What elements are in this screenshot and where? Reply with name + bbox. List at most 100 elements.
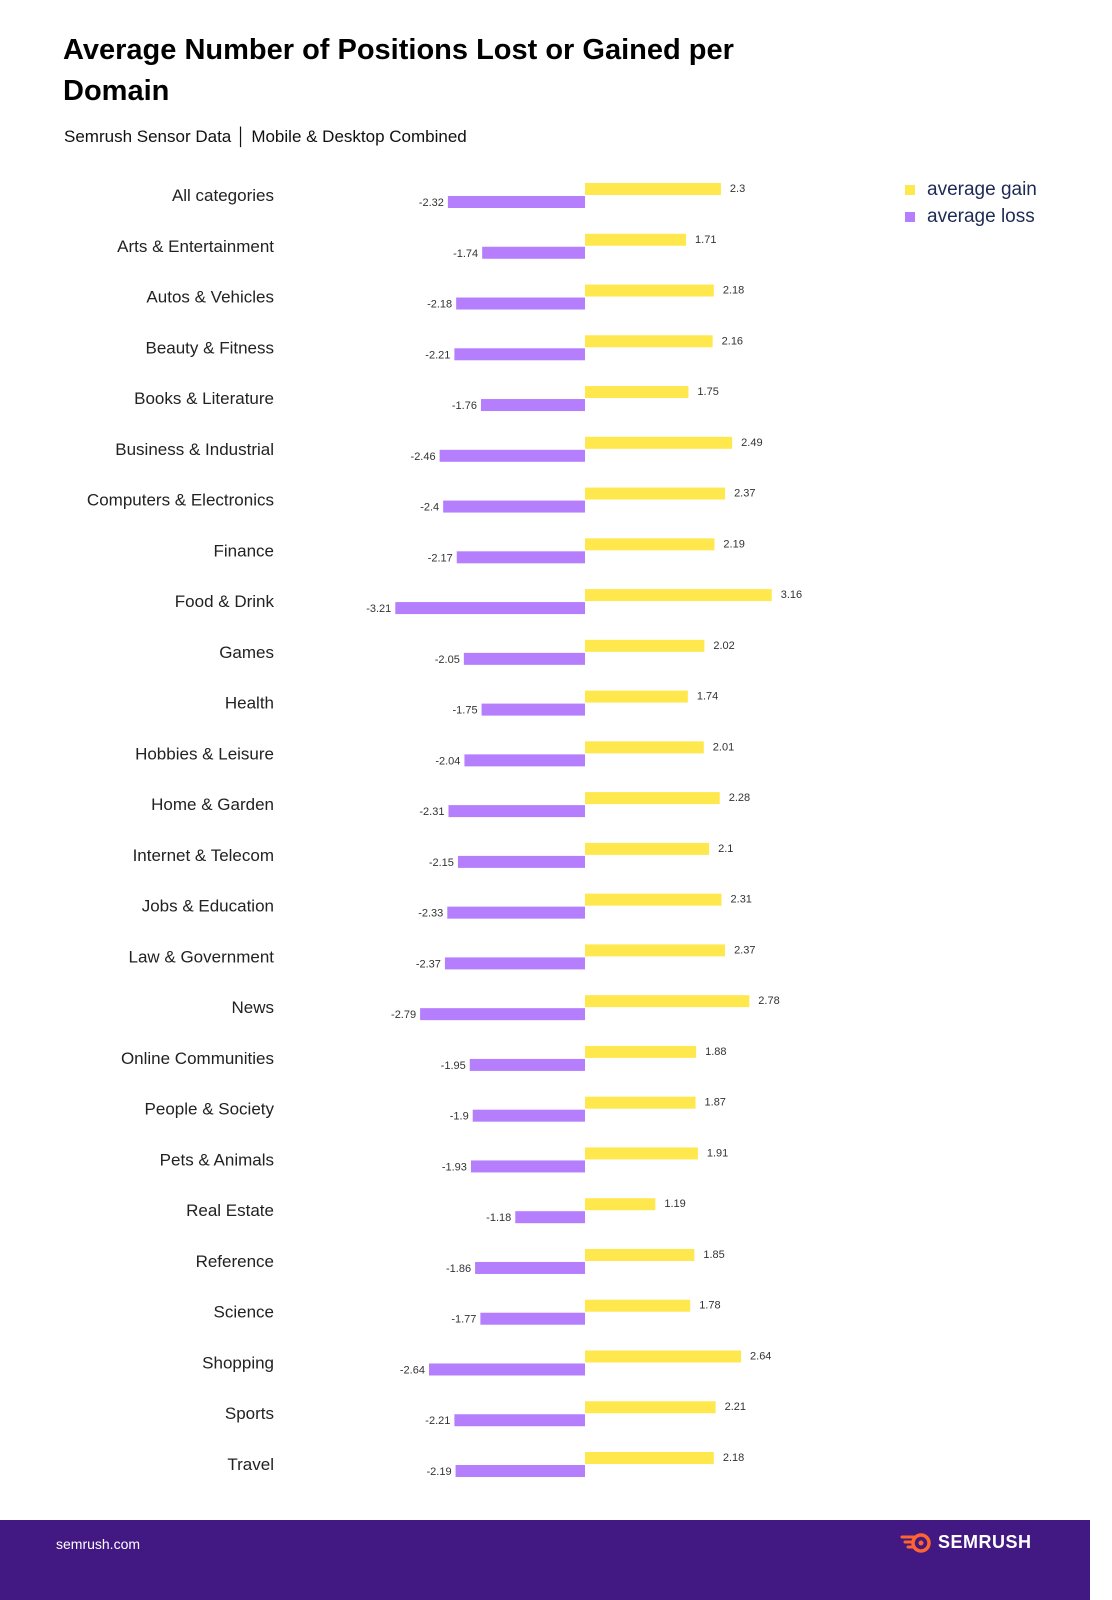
gain-bar [585, 233, 687, 246]
loss-value-label: -2.64 [400, 1364, 425, 1376]
loss-bar [454, 348, 585, 361]
gain-value-label: 2.3 [730, 183, 745, 195]
gain-bar [585, 487, 726, 500]
category-label: Food & Drink [175, 592, 275, 611]
category-label: Reference [196, 1252, 274, 1271]
legend-item-loss: average loss [905, 203, 1037, 230]
gain-value-label: 2.18 [723, 1452, 744, 1464]
gain-value-label: 2.18 [723, 285, 744, 297]
loss-value-label: -2.15 [429, 857, 454, 869]
gain-bar [585, 335, 713, 348]
category-label: Travel [227, 1455, 274, 1474]
loss-value-label: -2.4 [420, 502, 439, 514]
category-label: Sports [225, 1404, 274, 1423]
gain-bar [585, 944, 726, 957]
category-label: Law & Government [128, 947, 274, 966]
gain-bar [585, 893, 722, 906]
category-label: Games [219, 643, 274, 662]
legend-label-gain: average gain [927, 178, 1037, 200]
gain-bar [585, 1299, 691, 1312]
gain-bar [585, 436, 733, 449]
gain-bar [585, 741, 704, 754]
category-label: Health [225, 694, 274, 713]
loss-value-label: -1.74 [453, 248, 478, 260]
footer: semrush.com SEMRUSH [0, 1520, 1090, 1600]
category-label: Online Communities [121, 1049, 274, 1068]
loss-value-label: -1.95 [441, 1060, 466, 1072]
gain-bar [585, 1248, 695, 1261]
loss-bar [475, 1261, 585, 1274]
gain-bar [585, 690, 688, 703]
bar-chart: All categories 2.3 -2.32 Arts & Entertainme… [87, 183, 802, 1478]
loss-bar [420, 1008, 585, 1021]
category-label: Home & Garden [151, 795, 274, 814]
gain-bar [585, 1452, 714, 1464]
gain-bar [585, 792, 720, 805]
loss-bar [447, 906, 585, 919]
category-label: Shopping [202, 1353, 274, 1372]
gain-bar [585, 386, 689, 399]
gain-value-label: 1.91 [707, 1147, 728, 1159]
gain-value-label: 2.28 [729, 792, 750, 804]
gain-bar [585, 284, 714, 297]
loss-bar [448, 805, 585, 818]
loss-bar [443, 500, 585, 513]
loss-bar [482, 246, 585, 259]
loss-bar [481, 703, 585, 716]
category-label: News [231, 998, 274, 1017]
loss-bar [472, 1109, 585, 1122]
loss-bar [463, 652, 585, 665]
loss-bar [395, 602, 585, 615]
category-label: Jobs & Education [142, 897, 274, 916]
gain-bar [585, 589, 772, 602]
loss-bar [480, 1312, 585, 1325]
loss-value-label: -3.21 [366, 603, 391, 615]
loss-value-label: -2.05 [435, 654, 460, 666]
category-label: Books & Literature [134, 389, 274, 408]
chart-subtitle: Semrush Sensor Data │ Mobile & Desktop C… [64, 127, 467, 146]
category-label: Real Estate [186, 1201, 274, 1220]
loss-value-label: -1.93 [442, 1161, 467, 1173]
gain-value-label: 2.31 [731, 894, 752, 906]
legend-label-loss: average loss [927, 205, 1035, 227]
loss-bar [454, 1414, 585, 1427]
legend-item-gain: average gain [905, 176, 1037, 203]
footer-site-link[interactable]: semrush.com [56, 1536, 141, 1552]
loss-bar [439, 449, 585, 462]
gain-bar [585, 842, 710, 855]
loss-value-label: -2.04 [435, 755, 460, 767]
gain-value-label: 1.88 [705, 1046, 726, 1058]
category-label: Hobbies & Leisure [135, 744, 274, 763]
gain-value-label: 1.78 [699, 1300, 720, 1312]
category-label: Autos & Vehicles [146, 288, 274, 307]
chart-title: Average Number of Positions Lost or Gain… [63, 34, 734, 107]
category-label: Computers & Electronics [87, 491, 274, 510]
gain-bar [585, 1147, 698, 1160]
gain-bar [585, 538, 715, 551]
semrush-logo: SEMRUSH [900, 1532, 1032, 1553]
category-label: Internet & Telecom [133, 846, 274, 865]
loss-bar [470, 1160, 585, 1173]
legend: average gain average loss [905, 176, 1037, 230]
semrush-fireball-icon [900, 1532, 931, 1553]
gain-bar [585, 1350, 742, 1363]
gain-value-label: 1.19 [664, 1198, 685, 1210]
category-label: Finance [214, 541, 274, 560]
loss-value-label: -1.18 [486, 1212, 511, 1224]
gain-bar [585, 995, 750, 1008]
loss-value-label: -1.86 [446, 1263, 471, 1275]
loss-value-label: -2.33 [418, 908, 443, 920]
gain-value-label: 2.02 [713, 640, 734, 652]
loss-bar [515, 1211, 585, 1224]
category-label: Arts & Entertainment [117, 237, 274, 256]
gain-bar [585, 1198, 656, 1211]
gain-value-label: 1.74 [697, 691, 718, 703]
loss-value-label: -1.75 [452, 705, 477, 717]
category-label: All categories [172, 186, 274, 205]
gain-value-label: 2.78 [758, 995, 779, 1007]
gain-bar [585, 1045, 697, 1058]
loss-value-label: -1.9 [450, 1111, 469, 1123]
loss-value-label: -2.46 [411, 451, 436, 463]
gain-value-label: 2.1 [718, 843, 733, 855]
loss-bar [464, 754, 585, 767]
